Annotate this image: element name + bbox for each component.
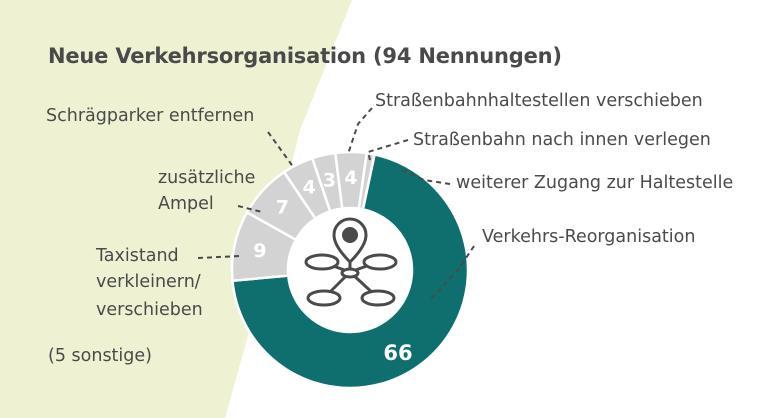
- leader-ampel: [237, 205, 263, 213]
- label-ampel-line2: Ampel: [158, 194, 214, 214]
- background-shape: [0, 0, 352, 418]
- network-location-icon: [304, 217, 398, 307]
- label-zugang: weiterer Zugang zur Haltestelle: [456, 173, 734, 193]
- label-haltestellen: Straßenbahnhaltestellen verschieben: [375, 91, 703, 111]
- leader-schraegparker: [267, 131, 295, 169]
- slice-value-1: 66: [383, 341, 412, 365]
- slice-value-3: 7: [276, 197, 289, 219]
- label-reorganisation: Verkehrs-Reorganisation: [482, 227, 696, 247]
- leader-taxi: [197, 255, 241, 259]
- chart-title: Neue Verkehrsorganisation (94 Nennungen): [48, 44, 562, 68]
- leader-innen: [366, 139, 409, 161]
- slice-value-2: 9: [253, 240, 266, 262]
- label-taxi-line3: verschieben: [96, 300, 203, 320]
- label-ampel-line1: zusätzliche: [158, 168, 256, 188]
- donut-chart: [230, 150, 470, 390]
- donut-slice-1: [231, 153, 470, 390]
- label-schraegparker: Schrägparker entfernen: [46, 106, 255, 126]
- label-taxi-line2: verkleinern/: [96, 272, 201, 292]
- slice-value-5: 3: [323, 169, 336, 191]
- leader-haltestellen: [347, 107, 373, 155]
- slice-value-6: 4: [344, 167, 357, 189]
- leader-reorganisation: [429, 245, 475, 301]
- donut-slice-7: [357, 151, 377, 211]
- leader-lines: [197, 107, 475, 301]
- label-innen-verlegen: Straßenbahn nach innen verlegen: [413, 130, 711, 150]
- label-taxi-line1: Taxistand: [96, 246, 179, 266]
- footnote-sonstige: (5 sonstige): [48, 346, 152, 366]
- slice-value-4: 4: [303, 177, 316, 199]
